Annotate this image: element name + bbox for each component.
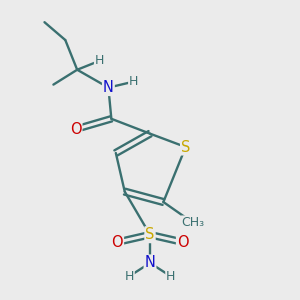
Text: H: H xyxy=(166,270,176,283)
Text: N: N xyxy=(145,255,155,270)
Text: O: O xyxy=(112,235,123,250)
Text: H: H xyxy=(95,54,104,67)
Text: N: N xyxy=(103,80,114,95)
Text: S: S xyxy=(181,140,190,154)
Text: S: S xyxy=(145,227,155,242)
Text: H: H xyxy=(124,270,134,283)
Text: CH₃: CH₃ xyxy=(182,216,205,229)
Text: O: O xyxy=(70,122,82,137)
Text: O: O xyxy=(177,235,188,250)
Text: H: H xyxy=(129,75,138,88)
